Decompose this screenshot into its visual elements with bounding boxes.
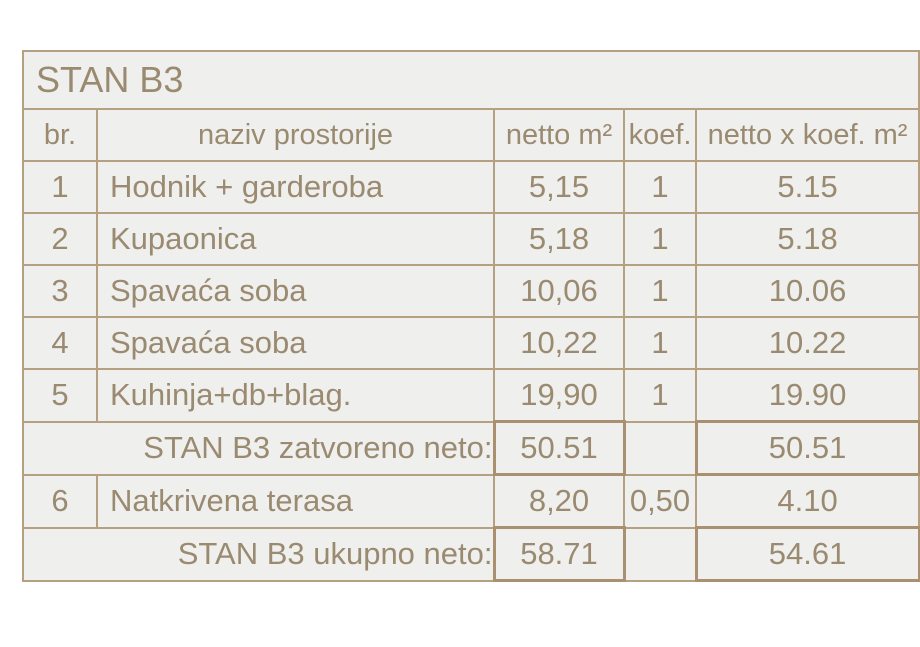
- row-name: Hodnik + garderoba: [96, 160, 495, 214]
- row-netto: 10,06: [493, 264, 625, 318]
- header-name: naziv prostorije: [96, 108, 495, 162]
- row-koef: 1: [623, 212, 697, 266]
- table-row: 4 Spavaća soba 10,22 1 10.22: [22, 316, 920, 370]
- row-koef: 1: [623, 316, 697, 370]
- header-row: br. naziv prostorije netto m² koef. nett…: [22, 108, 920, 162]
- row-koef: 1: [623, 264, 697, 318]
- row-koef: 1: [623, 160, 697, 214]
- subtotal-netto: 50.51: [492, 420, 626, 476]
- row-no: 1: [22, 160, 98, 214]
- subtotal-result: 50.51: [694, 420, 920, 476]
- row-netto: 5,18: [493, 212, 625, 266]
- row-no: 6: [22, 473, 98, 529]
- row-koef: 0,50: [623, 473, 697, 529]
- table-row: 6 Natkrivena terasa 8,20 0,50 4.10: [22, 473, 920, 529]
- table-row: 2 Kupaonica 5,18 1 5.18: [22, 212, 920, 266]
- total-koef-empty: [623, 526, 697, 582]
- row-result: 5.18: [694, 212, 920, 266]
- row-result: 10.06: [694, 264, 920, 318]
- row-netto: 8,20: [493, 473, 625, 529]
- table-row: 1 Hodnik + garderoba 5,15 1 5.15: [22, 160, 920, 214]
- row-netto: 19,90: [493, 368, 625, 423]
- room-area-table: STAN B3 br. naziv prostorije netto m² ko…: [21, 50, 920, 582]
- row-netto: 10,22: [493, 316, 625, 370]
- header-netto: netto m²: [493, 108, 625, 162]
- row-no: 2: [22, 212, 98, 266]
- row-name: Natkrivena terasa: [96, 473, 495, 529]
- title-row: STAN B3: [21, 50, 920, 110]
- row-result: 5.15: [694, 160, 920, 214]
- header-koef: koef.: [623, 108, 697, 162]
- row-no: 3: [22, 264, 98, 318]
- row-name: Kupaonica: [96, 212, 495, 266]
- table-row: 3 Spavaća soba 10,06 1 10.06: [22, 264, 920, 318]
- row-netto: 5,15: [493, 160, 625, 214]
- row-result: 4.10: [694, 473, 920, 529]
- table-title: STAN B3: [21, 50, 920, 110]
- row-result: 19.90: [694, 368, 920, 423]
- row-name: Spavaća soba: [96, 316, 495, 370]
- subtotal-label: STAN B3 zatvoreno neto:: [22, 420, 495, 476]
- row-no: 5: [22, 368, 98, 423]
- row-name: Spavaća soba: [96, 264, 495, 318]
- row-name: Kuhinja+db+blag.: [96, 368, 495, 423]
- table-row: 5 Kuhinja+db+blag. 19,90 1 19.90: [22, 368, 920, 423]
- total-netto: 58.71: [492, 526, 626, 582]
- row-koef: 1: [623, 368, 697, 423]
- total-row: STAN B3 ukupno neto: 58.71 54.61: [22, 526, 920, 582]
- total-label: STAN B3 ukupno neto:: [22, 526, 495, 582]
- header-no: br.: [22, 108, 98, 162]
- total-result: 54.61: [694, 526, 920, 582]
- row-no: 4: [22, 316, 98, 370]
- header-result: netto x koef. m²: [694, 108, 920, 162]
- row-result: 10.22: [694, 316, 920, 370]
- subtotal-row: STAN B3 zatvoreno neto: 50.51 50.51: [22, 420, 920, 476]
- subtotal-koef-empty: [623, 420, 697, 476]
